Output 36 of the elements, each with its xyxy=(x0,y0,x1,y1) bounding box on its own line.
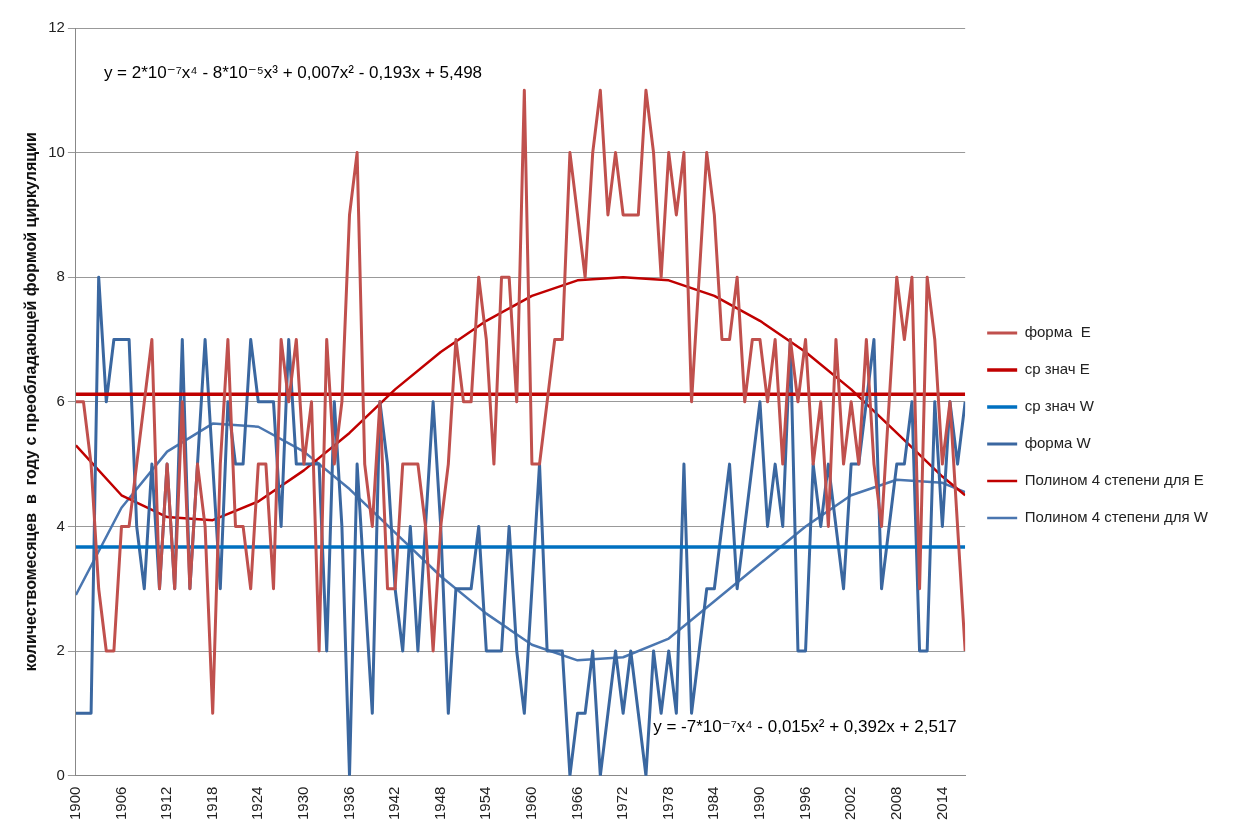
y-tick-label: 4 xyxy=(56,516,65,534)
x-tick-label: 1948 xyxy=(430,786,448,821)
x-tick-label: 1960 xyxy=(522,786,540,821)
x-tick-label: 2002 xyxy=(841,786,859,821)
y-axis-title: количествомесяцев в году с преобладающей формой циркуляции xyxy=(22,132,40,672)
x-tick-label: 1972 xyxy=(613,786,631,821)
x-tick-label: 1966 xyxy=(567,786,585,821)
x-tick-label: 1936 xyxy=(339,786,357,821)
y-tick-label: 2 xyxy=(56,641,65,659)
legend-label: Полином 4 степени для W xyxy=(1024,508,1209,526)
x-tick-label: 1918 xyxy=(202,786,220,821)
y-tick-label: 10 xyxy=(48,142,65,160)
x-tick-label: 1942 xyxy=(385,786,403,821)
legend-label: ср знач E xyxy=(1024,360,1090,378)
annotation: y = -7*10⁻⁷x⁴ - 0,015x² + 0,392x + 2,517 xyxy=(653,717,957,737)
legend-label: ср знач W xyxy=(1024,397,1095,415)
x-tick-label: 2014 xyxy=(932,786,950,821)
x-tick-label: 2008 xyxy=(886,786,904,821)
legend-label: Полином 4 степени для E xyxy=(1024,471,1204,489)
x-tick-label: 1906 xyxy=(111,786,129,821)
x-tick-label: 1984 xyxy=(704,786,722,821)
x-tick-label: 1978 xyxy=(658,786,676,821)
annotation: y = 2*10⁻⁷x⁴ - 8*10⁻⁵x³ + 0,007x² - 0,193x + 5,498 xyxy=(103,62,483,82)
x-tick-label: 1900 xyxy=(66,786,84,821)
x-tick-label: 1924 xyxy=(248,786,266,821)
y-tick-label: 0 xyxy=(56,765,65,783)
x-tick-label: 1954 xyxy=(476,786,494,821)
legend-label: форма E xyxy=(1024,323,1091,341)
x-tick-label: 1912 xyxy=(157,786,175,821)
x-tick-label: 1996 xyxy=(795,786,813,821)
x-tick-label: 1990 xyxy=(750,786,768,821)
y-tick-label: 6 xyxy=(56,391,65,409)
y-tick-label: 8 xyxy=(56,267,65,285)
x-tick-label: 1930 xyxy=(294,786,312,821)
y-tick-label: 12 xyxy=(48,18,65,36)
legend-label: форма W xyxy=(1024,434,1092,452)
